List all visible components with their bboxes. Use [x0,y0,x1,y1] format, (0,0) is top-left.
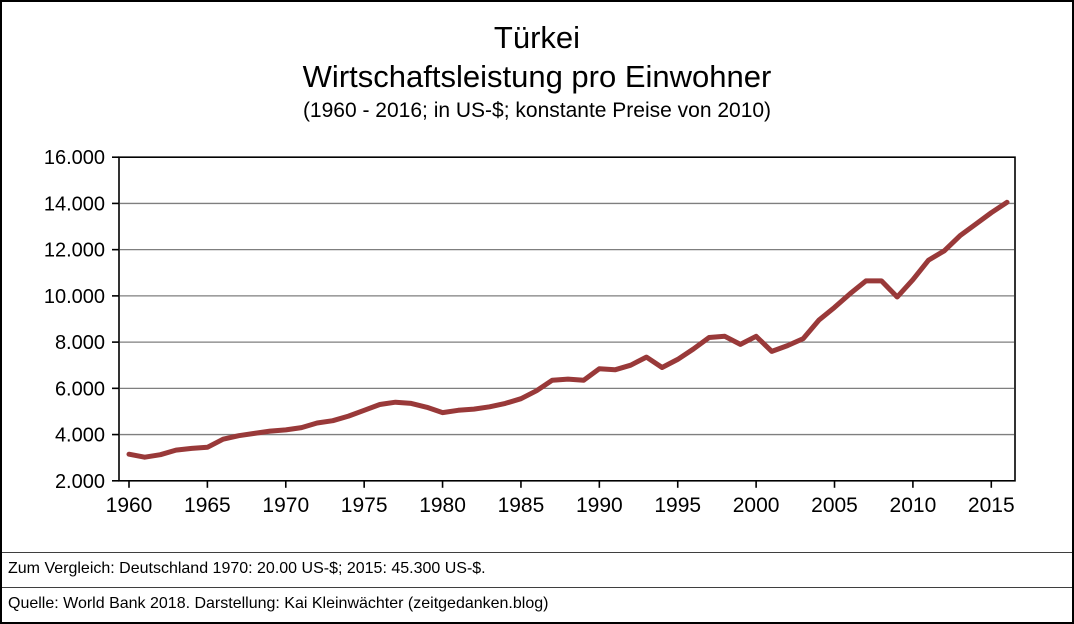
x-tick-label: 1995 [654,494,701,517]
y-tick-label: 16.000 [44,147,105,169]
x-tick-label: 1990 [576,494,623,517]
y-tick-label: 6.000 [55,378,105,400]
y-tick-label: 4.000 [55,425,105,447]
y-tick-label: 12.000 [44,240,105,262]
y-tick-label: 2.000 [55,471,105,493]
x-tick-label: 2010 [890,494,937,517]
chart-subtitle: Wirtschaftsleistung pro Einwohner [302,59,772,94]
x-tick-label: 1975 [341,494,388,517]
y-tick-label: 14.000 [44,193,105,215]
y-tick-label: 10.000 [44,286,105,308]
plot-border [118,156,1016,482]
gdp-line [126,199,1010,460]
x-tick-label: 2005 [811,494,858,517]
chart-title: Türkei [493,20,581,55]
x-tick-label: 1965 [184,494,231,517]
x-tick-label: 1960 [106,494,153,517]
x-tick-label: 1970 [262,494,309,517]
comparison-note: Zum Vergleich: Deutschland 1970: 20.00 U… [2,552,1072,587]
x-tick-label: 1980 [419,494,466,517]
x-tick-label: 1985 [498,494,545,517]
chart-title-block: Türkei Wirtschaftsleistung pro Einwohner… [2,18,1072,125]
x-tick-label: 2015 [968,494,1015,517]
x-tick-label: 2000 [733,494,780,517]
chart-caption: (1960 - 2016; in US-$; konstante Preise … [302,99,772,122]
y-tick-label: 8.000 [55,332,105,354]
source-note: Quelle: World Bank 2018. Darstellung: Ka… [2,587,1072,622]
